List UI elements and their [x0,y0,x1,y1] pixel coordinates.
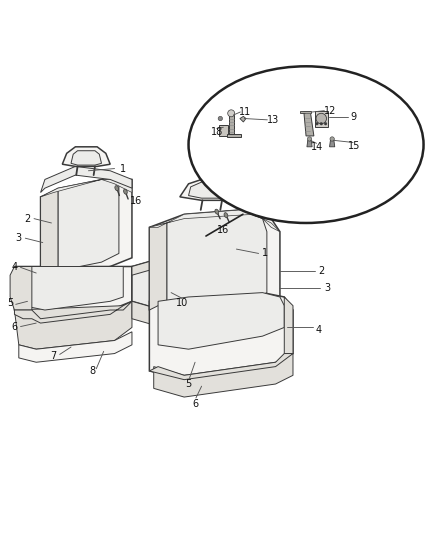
Ellipse shape [188,66,424,223]
Text: 18: 18 [211,127,223,138]
Polygon shape [149,293,293,379]
Polygon shape [132,301,184,327]
Text: 2: 2 [318,266,325,276]
Ellipse shape [224,213,228,217]
Polygon shape [180,180,247,200]
Text: 1: 1 [261,248,268,259]
Polygon shape [219,125,228,136]
Text: 7: 7 [50,351,57,361]
Polygon shape [41,166,132,192]
Circle shape [218,116,223,120]
Polygon shape [284,297,293,353]
Text: 5: 5 [7,298,13,309]
Circle shape [316,114,326,124]
Text: 3: 3 [16,233,22,243]
Text: 16: 16 [217,224,230,235]
Polygon shape [229,115,234,136]
Polygon shape [300,111,311,114]
Circle shape [324,123,327,125]
Circle shape [316,123,318,125]
Text: 14: 14 [311,142,324,152]
Text: 1: 1 [120,164,126,174]
Polygon shape [71,151,102,165]
Circle shape [307,137,312,141]
Polygon shape [158,293,284,349]
Polygon shape [23,266,123,310]
Polygon shape [188,182,242,198]
Text: 10: 10 [176,298,188,309]
Polygon shape [315,111,328,127]
Polygon shape [304,112,314,136]
Polygon shape [329,140,335,147]
Polygon shape [14,301,132,349]
Polygon shape [240,116,246,122]
Polygon shape [149,223,167,310]
Ellipse shape [115,185,119,191]
Polygon shape [149,210,280,319]
Polygon shape [14,301,132,323]
Text: 15: 15 [348,141,360,150]
Polygon shape [41,180,132,279]
Polygon shape [41,180,132,197]
Text: 9: 9 [350,112,356,122]
Text: 3: 3 [324,283,330,293]
Text: 16: 16 [130,196,142,206]
Text: 6: 6 [192,399,198,409]
Polygon shape [14,266,132,319]
Polygon shape [19,332,132,362]
Circle shape [228,110,235,117]
Polygon shape [10,266,32,310]
Text: 6: 6 [11,322,18,333]
Text: 4: 4 [11,262,18,271]
Polygon shape [41,188,58,279]
Ellipse shape [124,189,127,194]
Text: 12: 12 [324,106,336,116]
Circle shape [320,123,322,125]
Text: 2: 2 [25,214,31,224]
Text: 11: 11 [239,107,251,117]
Text: 8: 8 [90,366,96,376]
Polygon shape [154,353,293,397]
Polygon shape [58,180,119,271]
Text: 5: 5 [185,379,192,389]
Polygon shape [167,210,267,310]
Text: 4: 4 [316,325,322,335]
Polygon shape [307,140,312,147]
Polygon shape [149,353,293,379]
Polygon shape [149,210,280,232]
Polygon shape [62,147,110,166]
Ellipse shape [215,209,219,214]
Text: 13: 13 [267,115,279,125]
Polygon shape [132,258,184,310]
Polygon shape [132,258,184,275]
Polygon shape [227,134,241,137]
Circle shape [330,137,334,141]
